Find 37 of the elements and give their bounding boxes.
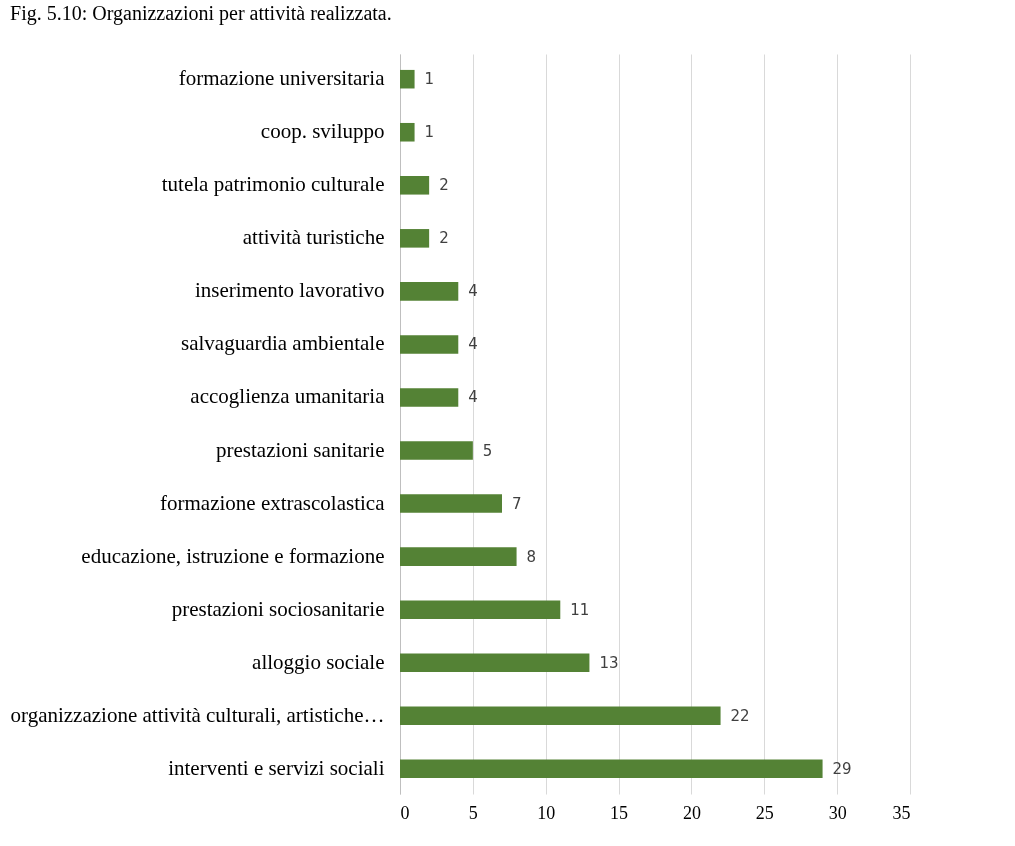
- data-label: 7: [512, 494, 522, 513]
- x-tick-label: 15: [610, 802, 629, 823]
- data-label: 11: [570, 600, 590, 619]
- x-tick-label: 35: [892, 802, 911, 823]
- x-tick-label: 25: [755, 802, 774, 823]
- data-label: 5: [482, 441, 493, 460]
- data-label: 22: [730, 706, 750, 725]
- y-tick-label: salvaguardia ambientale: [181, 331, 385, 356]
- data-label: 4: [468, 335, 478, 354]
- data-label: 1: [424, 70, 435, 89]
- x-tick-label: 0: [400, 802, 410, 823]
- text: Fig. 5.10: Organizzazioni per attività realizzata.: [10, 2, 392, 25]
- y-tick-label: prestazioni sanitarie: [215, 437, 385, 462]
- y-tick-label: formazione extrascolastica: [160, 490, 386, 515]
- y-tick-label: formazione universitaria: [178, 66, 386, 91]
- y-tick-label: educazione, istruzione e formazione: [81, 543, 385, 568]
- x-tick-label: 5: [468, 802, 478, 823]
- data-label: 2: [439, 229, 449, 248]
- x-tick-label: 30: [828, 802, 847, 823]
- y-tick-label: prestazioni sociosanitarie: [171, 596, 385, 621]
- y-tick-label: interventi e servizi sociali: [168, 755, 385, 780]
- data-label: 1: [424, 123, 435, 142]
- data-label: 8: [526, 547, 537, 566]
- y-tick-label: alloggio sociale: [252, 649, 385, 674]
- y-tick-label: inserimento lavorativo: [194, 278, 385, 303]
- data-label: 29: [832, 759, 852, 778]
- data-label: 4: [468, 388, 478, 407]
- y-tick-label: coop. sviluppo: [260, 119, 385, 144]
- y-tick-label: attività turistiche: [242, 225, 385, 250]
- x-tick-label: 10: [537, 802, 556, 823]
- data-label: 2: [439, 176, 449, 195]
- data-label: 13: [599, 653, 619, 672]
- y-tick-label: organizzazione attività culturali, artistiche…: [10, 702, 385, 727]
- x-tick-label: 20: [682, 802, 701, 823]
- y-tick-label: tutela patrimonio culturale: [161, 172, 385, 197]
- data-label: 4: [468, 282, 478, 301]
- y-tick-label: accoglienza umanitaria: [190, 384, 386, 409]
